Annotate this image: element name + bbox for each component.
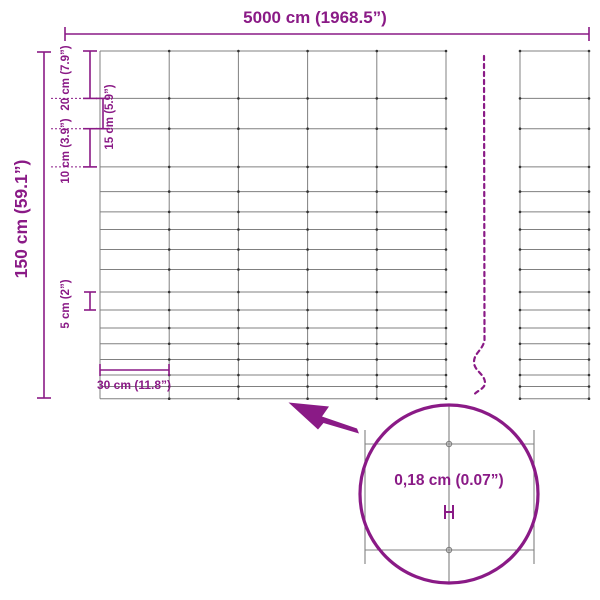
svg-text:10 cm (3.9”): 10 cm (3.9”)	[60, 118, 72, 183]
svg-text:0,18 cm (0.07”): 0,18 cm (0.07”)	[394, 472, 503, 489]
svg-text:30 cm (11.8”): 30 cm (11.8”)	[97, 378, 171, 392]
svg-text:20 cm (7.9”): 20 cm (7.9”)	[60, 45, 72, 110]
svg-text:5000 cm (1968.5”): 5000 cm (1968.5”)	[243, 8, 387, 27]
svg-text:15 cm (5.9”): 15 cm (5.9”)	[104, 84, 116, 149]
svg-text:5 cm (2”): 5 cm (2”)	[60, 279, 72, 328]
svg-text:150 cm (59.1”): 150 cm (59.1”)	[11, 160, 31, 279]
